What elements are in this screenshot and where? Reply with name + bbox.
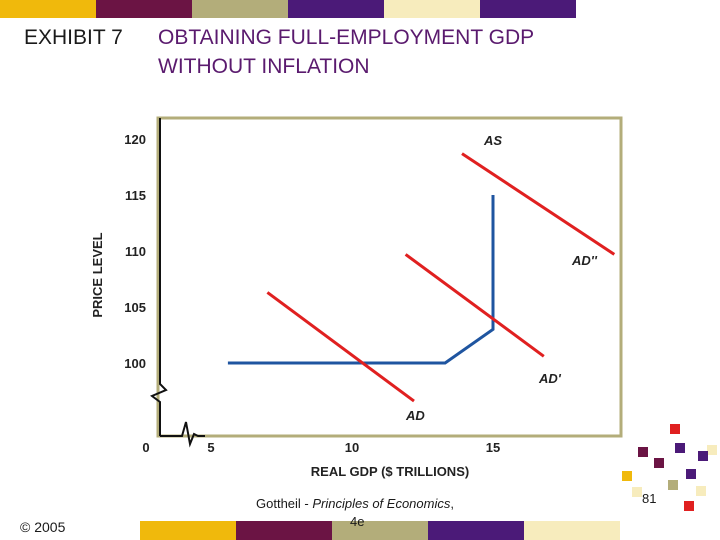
x-tick-label: 5	[207, 440, 214, 455]
bottom-bar-olive-block	[332, 521, 428, 540]
top-bar-gold-block	[0, 0, 96, 18]
y-tick-labels: 100 105 110 115 120	[124, 132, 146, 371]
citation-book-title: Principles of Economics	[312, 496, 451, 511]
deco-square	[686, 469, 696, 479]
top-bar-olive-block	[192, 0, 288, 18]
curve-ad-prime	[404, 253, 545, 358]
slide-title-line2: WITHOUT INFLATION	[158, 55, 370, 78]
curve-label-ad-prime: AD'	[538, 371, 562, 386]
bottom-bar-purple-block	[428, 521, 524, 540]
citation-suffix: ,	[450, 496, 454, 511]
y-tick-label: 100	[124, 356, 146, 371]
top-bar-white-block	[576, 0, 720, 18]
y-tick-label: 120	[124, 132, 146, 147]
top-bar-cream-block	[384, 0, 480, 18]
top-bar-maroon-block	[96, 0, 192, 18]
slide-title-line1: OBTAINING FULL-EMPLOYMENT GDP	[158, 26, 535, 49]
deco-square	[638, 447, 648, 457]
curve-as	[227, 195, 495, 365]
y-tick-label: 110	[125, 244, 146, 259]
citation-prefix: Gottheil -	[256, 496, 313, 511]
top-color-bar	[0, 0, 720, 18]
deco-square	[668, 480, 678, 490]
deco-square	[698, 451, 708, 461]
curve-group	[227, 152, 616, 403]
curve-ad-prime-prime	[461, 152, 616, 256]
deco-square	[654, 458, 664, 468]
y-tick-label: 115	[125, 188, 146, 203]
x-tick-labels: 0 5 10 15	[142, 440, 500, 455]
bottom-bar-gold-block	[140, 521, 236, 540]
deco-square	[632, 487, 642, 497]
bottom-bar-cream-block	[524, 521, 620, 540]
x-axis-break	[160, 421, 205, 448]
top-bar-purple-block	[288, 0, 384, 18]
deco-square	[684, 501, 694, 511]
exhibit-label: EXHIBIT 7	[24, 26, 123, 49]
x-tick-label: 10	[345, 440, 359, 455]
curve-label-ad-double-prime: AD''	[571, 253, 598, 268]
top-bar-purple-block-2	[480, 0, 576, 18]
deco-square	[622, 471, 632, 481]
page-number: 81	[642, 491, 657, 506]
deco-square	[707, 445, 717, 455]
x-tick-label: 0	[142, 440, 149, 455]
y-axis	[150, 118, 168, 436]
curve-label-ad: AD	[405, 408, 425, 423]
citation-line1: Gottheil - Principles of Economics,	[256, 496, 454, 511]
curve-label-as: AS	[483, 133, 502, 148]
y-tick-label: 105	[124, 300, 146, 315]
citation-edition: 4e	[350, 514, 365, 529]
deco-square	[670, 424, 680, 434]
bottom-bar-maroon-block	[236, 521, 332, 540]
chart-frame	[156, 116, 623, 438]
x-axis-title: REAL GDP ($ TRILLIONS)	[311, 464, 469, 479]
x-tick-label: 15	[486, 440, 500, 455]
deco-square	[675, 443, 685, 453]
deco-square	[696, 486, 706, 496]
y-axis-title: PRICE LEVEL	[90, 232, 105, 317]
copyright-text: © 2005	[20, 519, 66, 535]
curve-ad	[266, 291, 415, 403]
